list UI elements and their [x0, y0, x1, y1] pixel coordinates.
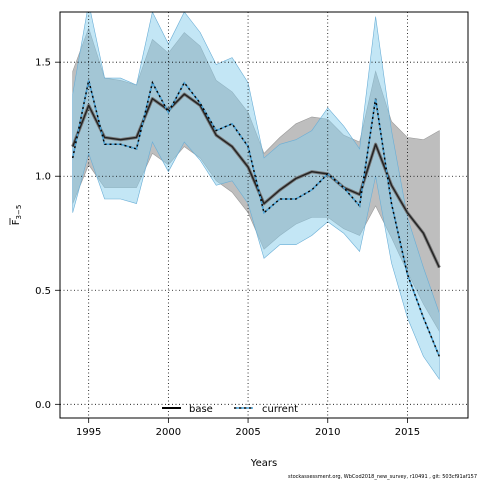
series-line-base — [72, 93, 440, 268]
y-tick-label-0.0: 0.0 — [35, 400, 51, 411]
y-tick-label-1.0: 1.0 — [35, 172, 51, 183]
series-lines — [71, 80, 441, 357]
x-tick-label-2005: 2005 — [235, 427, 260, 438]
plot-frame — [59, 11, 469, 419]
legend-label-current: current — [262, 404, 298, 415]
legend-label-base: base — [189, 404, 213, 415]
y-axis-label-main: F — [11, 219, 22, 225]
x-axis-label: Years — [250, 458, 277, 469]
y-tick-label-0.5: 0.5 — [35, 286, 51, 297]
y-axis-label: F3−5 — [9, 205, 23, 226]
footnote: stockassessment.org, WbCod2018_new_surve… — [288, 474, 477, 480]
legend: base current — [162, 404, 298, 415]
x-tick-label-2000: 2000 — [156, 427, 181, 438]
y-axis: 0.0 0.5 1.0 1.5 — [35, 58, 60, 411]
x-tick-label-1995: 1995 — [76, 427, 101, 438]
x-tick-label-2010: 2010 — [315, 427, 340, 438]
y-axis-label-sub: 3−5 — [15, 205, 23, 220]
x-tick-label-2015: 2015 — [395, 427, 420, 438]
svg-text:F3−5: F3−5 — [11, 205, 23, 226]
series-line-current-color — [71, 80, 440, 357]
y-tick-label-1.5: 1.5 — [35, 58, 51, 69]
x-axis: 1995 2000 2005 2010 2015 — [76, 418, 420, 438]
